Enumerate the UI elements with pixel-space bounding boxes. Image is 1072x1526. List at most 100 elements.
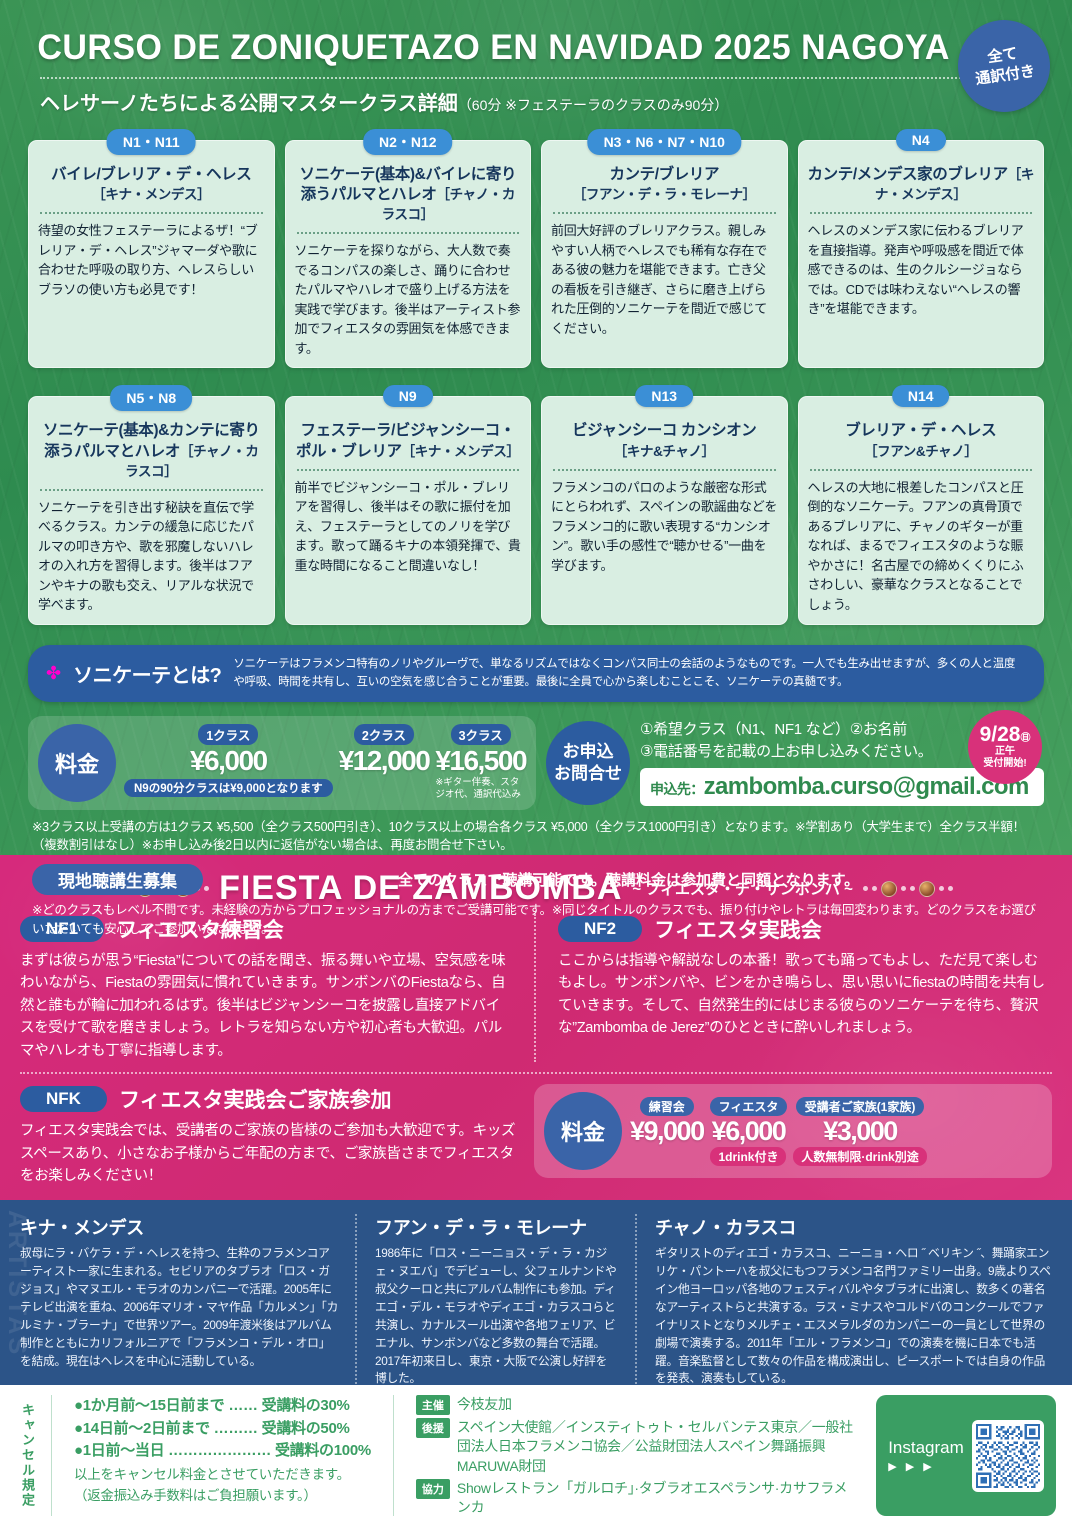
artist-bio: フアン・デ・ラ・モレーナ 1986年に「ロス・ニーニョス・デ・ラ・カジェ・ヌエバ… [355, 1214, 637, 1389]
card-divider [553, 212, 776, 215]
artist-description: 叔母にラ・バケラ・デ・ヘレスを持つ、生粋のフラメンコアーティスト一家に生まれる。… [20, 1246, 339, 1368]
fiesta-price-label: 練習会 [639, 1096, 694, 1116]
fiesta-title: FIESTA DE ZAMBOMBA [219, 869, 623, 907]
price-note-pill: N9の90分クラスは¥9,000となります [124, 779, 333, 798]
credit-value: Showレストラン「ガルロチ」·タブラオエスペランサ·カサフラメンカ [456, 1479, 848, 1516]
class-teacher: ［キナ・メンデス］ [401, 443, 520, 459]
artist-name: キナ・メンデス [20, 1218, 144, 1238]
subtitle-note: （60分 ※フェステーラのクラスのみ90分） [457, 97, 729, 113]
fiesta-price-tag: 人数無制限·drink別途 [793, 1146, 927, 1166]
cancel-note-2: （返金振込み手数料はご負担願います。） [74, 1488, 317, 1504]
card-divider [809, 212, 1032, 215]
price-value: ¥6,000 [189, 745, 268, 777]
nf1-description: まずは彼らが思う“Fiesta”についての話を聞き、振る舞いや立場、空気感を味わ… [20, 953, 506, 1059]
price-column: 1クラス ¥6,000 N9の90分クラスは¥9,000となります [124, 724, 333, 801]
credit-tag: 協力 [415, 1478, 450, 1499]
class-title-text: ソニケーテ(基本)&カンテに寄り添うパルマとハレオ [42, 422, 260, 460]
artist-description: 1986年に「ロス・ニーニョス・デ・ラ・カジェ・ヌエバ」でデビューし、父フェルナ… [375, 1246, 617, 1386]
credit-tag: 後援 [415, 1418, 450, 1438]
class-card-grid-row2: N5・N8 ソニケーテ(基本)&カンテに寄り添うパルマとハレオ［チャノ・カラスコ… [18, 385, 1054, 625]
nf2-title: フィエスタ実践会 [654, 919, 822, 942]
open-date-note-1: 正午 [995, 746, 1015, 758]
class-card: N9 フェステーラ/ビジャンシーコ・ポル・ブレリア［キナ・メンデス］ 前半でビジ… [284, 385, 531, 625]
class-title: フェステーラ/ビジャンシーコ・ポル・ブレリア［キナ・メンデス］ [295, 421, 522, 461]
class-title-text: カンテ/メンデス家のブレリア [807, 166, 1009, 183]
price-column: 3クラス ¥16,500 ※ギター伴奏、スタジオ代、通訳代込み [435, 724, 528, 801]
apply-box: お申込 お問合せ ①希望クラス（N1、NF1 など）②お名前 ③電話番号を記載の… [546, 709, 1044, 810]
nf1-title: フィエスタ練習会 [116, 919, 284, 942]
audit-pill: 現地聴講生募集 [32, 864, 203, 896]
fiesta-price-value: ¥3,000 [823, 1115, 898, 1146]
class-title-text: ブレリア・デ・ヘレス [845, 422, 997, 440]
fiesta-nf2-block: NF2 フィエスタ実践会 ここからは指導や解説なしの本番！歌っても踊ってもよし、… [536, 914, 1052, 1062]
fiesta-price-tag: 1drink付き [710, 1146, 787, 1166]
class-teacher: ［フアン・デ・ラ・モレーナ］ [572, 187, 756, 203]
class-code-badge: N2・N12 [362, 129, 453, 155]
pricing-label: 料金 [38, 723, 116, 802]
nfk-title: フィエスタ実践会ご家族参加 [118, 1089, 392, 1113]
apply-email-row[interactable]: 申込先：zambomba.curso@gmail.com [640, 768, 1044, 807]
class-code-badge: N5・N8 [110, 385, 193, 412]
artist-bio: チャノ・カラスコ ギタリストのディエゴ・カラスコ、ニーニョ・ヘロ ˝ ベリキン … [637, 1214, 1052, 1388]
price-column: 2クラス ¥12,000 [339, 724, 431, 801]
fiesta-price-label: 受講者ご家族(1家族) [795, 1096, 925, 1116]
class-title-text: カンテ/ブレリア [609, 166, 720, 183]
fiesta-pricing-columns: 練習会 ¥9,000 フィエスタ ¥6,000 1drink付き 受講者ご家族(… [630, 1096, 1042, 1166]
apply-content: ①希望クラス（N1、NF1 など）②お名前 ③電話番号を記載の上お申し込みくださ… [618, 716, 1044, 810]
arrow-icon: ▶ ▶ ▶ [888, 1461, 935, 1473]
fiesta-price-value: ¥9,000 [630, 1115, 705, 1146]
page-title: CURSO DE ZONIQUETAZO EN NAVIDAD 2025 NAG… [37, 28, 950, 67]
class-card-grid-row1: N1・N11 バイレ/ブレリア・デ・ヘレス ［キナ・メンデス］ 待望の女性フェス… [18, 129, 1054, 369]
cancel-policy-body: ●1か月前～15日前まで …… 受講料の30% ●14日前～2日前まで ……… … [64, 1395, 381, 1516]
nf1-header: NF1 フィエスタ練習会 [20, 914, 512, 944]
credit-row: 後援 スペイン大使館／インスティトゥト・セルバンテス東京／一般社団法人日本フラメ… [415, 1418, 854, 1476]
course-section: 全て 通訳付き CURSO DE ZONIQUETAZO EN NAVIDAD … [0, 0, 1072, 936]
price-label: 2クラス [353, 724, 415, 746]
class-card: N1・N11 バイレ/ブレリア・デ・ヘレス ［キナ・メンデス］ 待望の女性フェス… [28, 129, 275, 369]
price-note-plain: ※ギター伴奏、スタジオ代、通訳代込み [435, 777, 521, 801]
open-date-note-2: 受付開始! [983, 757, 1027, 769]
class-title: ブレリア・デ・ヘレス ［フアン&チャノ］ [808, 421, 1035, 461]
qr-code-icon[interactable] [971, 1419, 1044, 1492]
class-description: ソニケーテを引き出す秘訣を直伝で学べるクラス。カンテの緩急に応じたパルマの叩き方… [38, 499, 254, 613]
cancel-policy-label: キャンセル規定 [20, 1403, 35, 1508]
artists-section: キナ・メンデス 叔母にラ・バケラ・デ・ヘレスを持つ、生粋のフラメンコアーティスト… [0, 1200, 1072, 1389]
credit-tag: 主催 [415, 1395, 450, 1415]
email-address[interactable]: zambomba.curso@gmail.com [703, 773, 1030, 801]
class-code-badge: N4 [895, 129, 946, 151]
class-code-badge: N1・N11 [106, 129, 196, 155]
price-and-apply-row: 料金 1クラス ¥6,000 N9の90分クラスは¥9,000となります 2クラ… [28, 709, 1044, 810]
credit-row: 主催 今枝友加 [415, 1395, 854, 1415]
sonikete-explainer: ✤ ソニケーテとは? ソニケーテはフラメンコ特有のノリやグルーヴで、単なるリズム… [28, 644, 1044, 702]
class-description: 待望の女性フェステーラによるザ！“ブレリア・デ・ヘレス”ジャマーダや歌に合わせた… [38, 223, 258, 297]
class-teacher: ［チャノ・カラスコ］ [381, 187, 516, 223]
page-subtitle: ヘレサーノたちによる公開マスタークラス詳細（60分 ※フェステーラのクラスのみ9… [18, 87, 1054, 116]
fiesta-subtitle: ~ フィエスタ・デ・サンボンバ ~ [632, 881, 853, 898]
title-divider [40, 77, 1032, 79]
fiesta-price-label: フィエスタ [709, 1096, 788, 1116]
class-description: 前回大好評のブレリアクラス。親しみやすい人柄でヘレスでも稀有な存在である彼の魅力… [551, 223, 767, 336]
price-label: 3クラス [450, 724, 511, 746]
footer-divider-1 [51, 1395, 52, 1516]
sonikete-answer: ソニケーテはフラメンコ特有のノリやグルーヴで、単なるリズムではなくコンパス同士の… [233, 657, 1016, 689]
course-pricing-box: 料金 1クラス ¥6,000 N9の90分クラスは¥9,000となります 2クラ… [28, 715, 537, 810]
course-fineprint-1: ※3クラス以上受講の方は1クラス ¥5,500（全クラス500円引き）、10クラ… [32, 819, 1025, 853]
audit-text: 全てのクラスで聴講可能です。聴講料金は参加費と同額となります。 [397, 872, 860, 890]
cancel-note-1: 以上をキャンセル料金とさせていただきます。 [74, 1466, 350, 1482]
cancel-rule: ●14日前～2日前まで ……… 受講料の50% [74, 1419, 350, 1437]
instagram-link[interactable]: Instagram ▶ ▶ ▶ [876, 1395, 1056, 1516]
fiesta-price-column: フィエスタ ¥6,000 1drink付き [709, 1096, 788, 1166]
class-title-text: ソニケーテ(基本)&バイレに寄り添うパルマとハレオ [299, 166, 517, 204]
class-teacher: ［キナ・メンデス］ [92, 187, 211, 203]
sonikete-question: ソニケーテとは? [73, 664, 222, 687]
price-label: 1クラス [198, 724, 259, 746]
class-title: ソニケーテ(基本)&バイレに寄り添うパルマとハレオ［チャノ・カラスコ］ [295, 165, 522, 225]
class-title: バイレ/ブレリア・デ・ヘレス ［キナ・メンデス］ [38, 165, 265, 205]
class-title: ソニケーテ(基本)&カンテに寄り添うパルマとハレオ［チャノ・カラスコ］ [38, 421, 265, 481]
class-title: ビジャンシーコ カンシオン ［キナ&チャノ］ [551, 421, 778, 461]
class-description: 前半でビジャンシーコ・ポル・ブレリアを習得し、後半はその歌に振付を加え、フェステ… [294, 479, 521, 573]
nf2-code-badge: NF2 [558, 916, 643, 942]
credit-value: スペイン大使館／インスティトゥト・セルバンテス東京／一般社団法人日本フラメンコ協… [456, 1419, 853, 1474]
instagram-label: Instagram [888, 1438, 964, 1457]
